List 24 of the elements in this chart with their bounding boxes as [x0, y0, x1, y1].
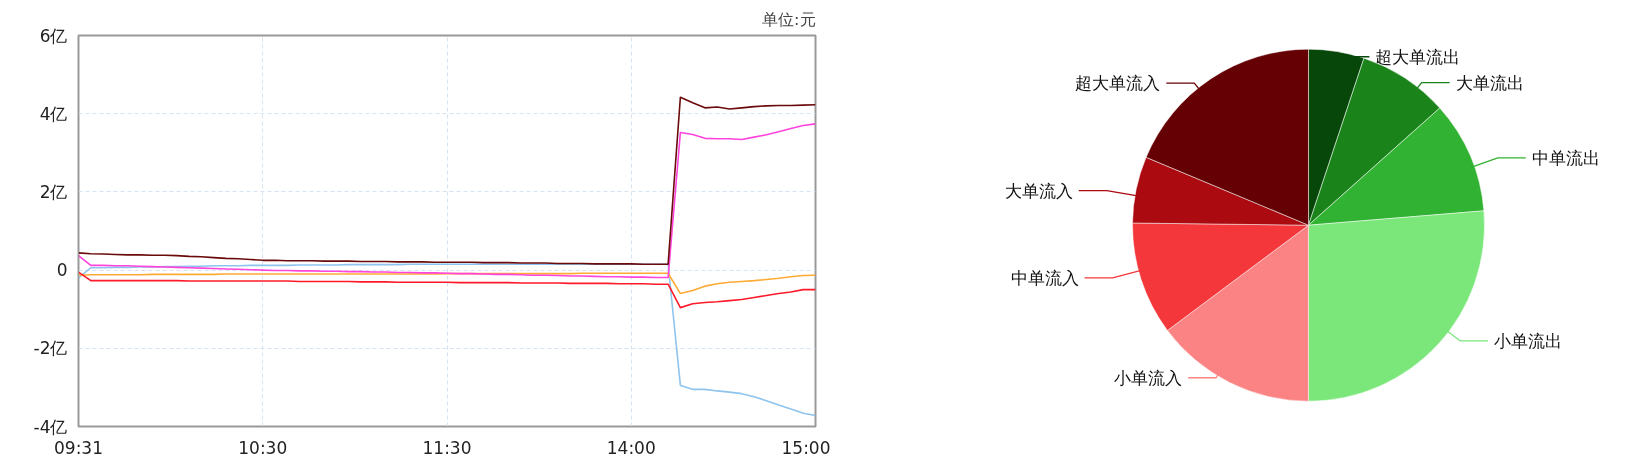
y-tick-label: 2亿 — [39, 181, 68, 202]
y-tick-label: 0 — [56, 260, 68, 281]
slice-label: 超大单流入 — [1075, 73, 1161, 94]
slice-label: 中单流出 — [1531, 147, 1600, 168]
y-tick-label: -4亿 — [33, 416, 68, 437]
slice-label: 小单流出 — [1493, 330, 1562, 351]
slice-label: 超大单流出 — [1375, 46, 1461, 67]
y-tick-label: 6亿 — [39, 25, 68, 46]
line-series — [78, 96, 816, 266]
x-tick-label: 10:30 — [238, 437, 288, 458]
text: 单位:元 — [762, 9, 816, 29]
slice-label: 小单流入 — [1114, 367, 1183, 388]
x-tick-label: 15:00 — [781, 437, 831, 458]
slice-label: 大单流出 — [1455, 72, 1524, 93]
line-series — [78, 271, 816, 309]
y-tick-label: -2亿 — [33, 338, 68, 359]
x-tick-label: 09:31 — [54, 437, 103, 458]
slice-label: 大单流入 — [1004, 180, 1073, 201]
line-series — [78, 272, 816, 295]
x-tick-label: 14:00 — [606, 437, 656, 458]
slice-label: 中单流入 — [1010, 267, 1079, 288]
y-tick-label: 4亿 — [39, 103, 68, 124]
line-series — [78, 123, 816, 279]
x-tick-label: 11:30 — [422, 437, 472, 458]
